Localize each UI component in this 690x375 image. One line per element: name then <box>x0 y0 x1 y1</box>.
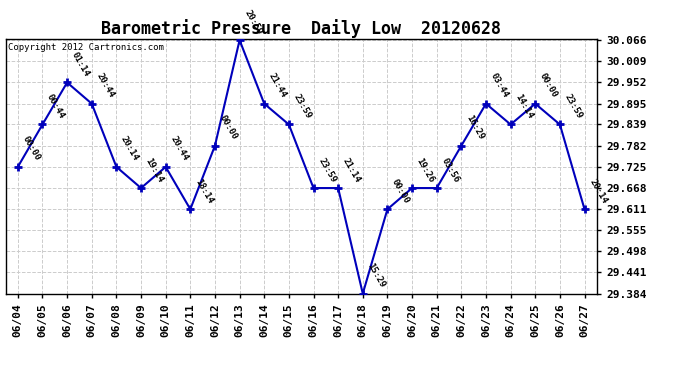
Text: 14:14: 14:14 <box>513 93 535 120</box>
Text: 15:29: 15:29 <box>366 262 387 290</box>
Title: Barometric Pressure  Daily Low  20120628: Barometric Pressure Daily Low 20120628 <box>101 19 501 38</box>
Text: 20:14: 20:14 <box>587 177 609 205</box>
Text: 23:59: 23:59 <box>562 93 584 120</box>
Text: 00:00: 00:00 <box>21 135 42 163</box>
Text: 23:59: 23:59 <box>316 156 337 184</box>
Text: 20:59: 20:59 <box>242 8 264 36</box>
Text: 20:44: 20:44 <box>168 135 190 163</box>
Text: 01:14: 01:14 <box>70 51 91 78</box>
Text: 00:00: 00:00 <box>538 72 560 99</box>
Text: 00:00: 00:00 <box>218 114 239 141</box>
Text: 21:44: 21:44 <box>267 72 288 99</box>
Text: 03:56: 03:56 <box>440 156 461 184</box>
Text: Copyright 2012 Cartronics.com: Copyright 2012 Cartronics.com <box>8 43 164 52</box>
Text: 00:44: 00:44 <box>46 93 66 120</box>
Text: 20:14: 20:14 <box>119 135 140 163</box>
Text: 21:14: 21:14 <box>341 156 362 184</box>
Text: 19:14: 19:14 <box>144 156 165 184</box>
Text: 23:59: 23:59 <box>292 93 313 120</box>
Text: 00:00: 00:00 <box>391 177 411 205</box>
Text: 18:14: 18:14 <box>193 177 215 205</box>
Text: 03:44: 03:44 <box>489 72 510 99</box>
Text: 19:26: 19:26 <box>415 156 436 184</box>
Text: 16:29: 16:29 <box>464 114 485 141</box>
Text: 20:44: 20:44 <box>95 72 116 99</box>
